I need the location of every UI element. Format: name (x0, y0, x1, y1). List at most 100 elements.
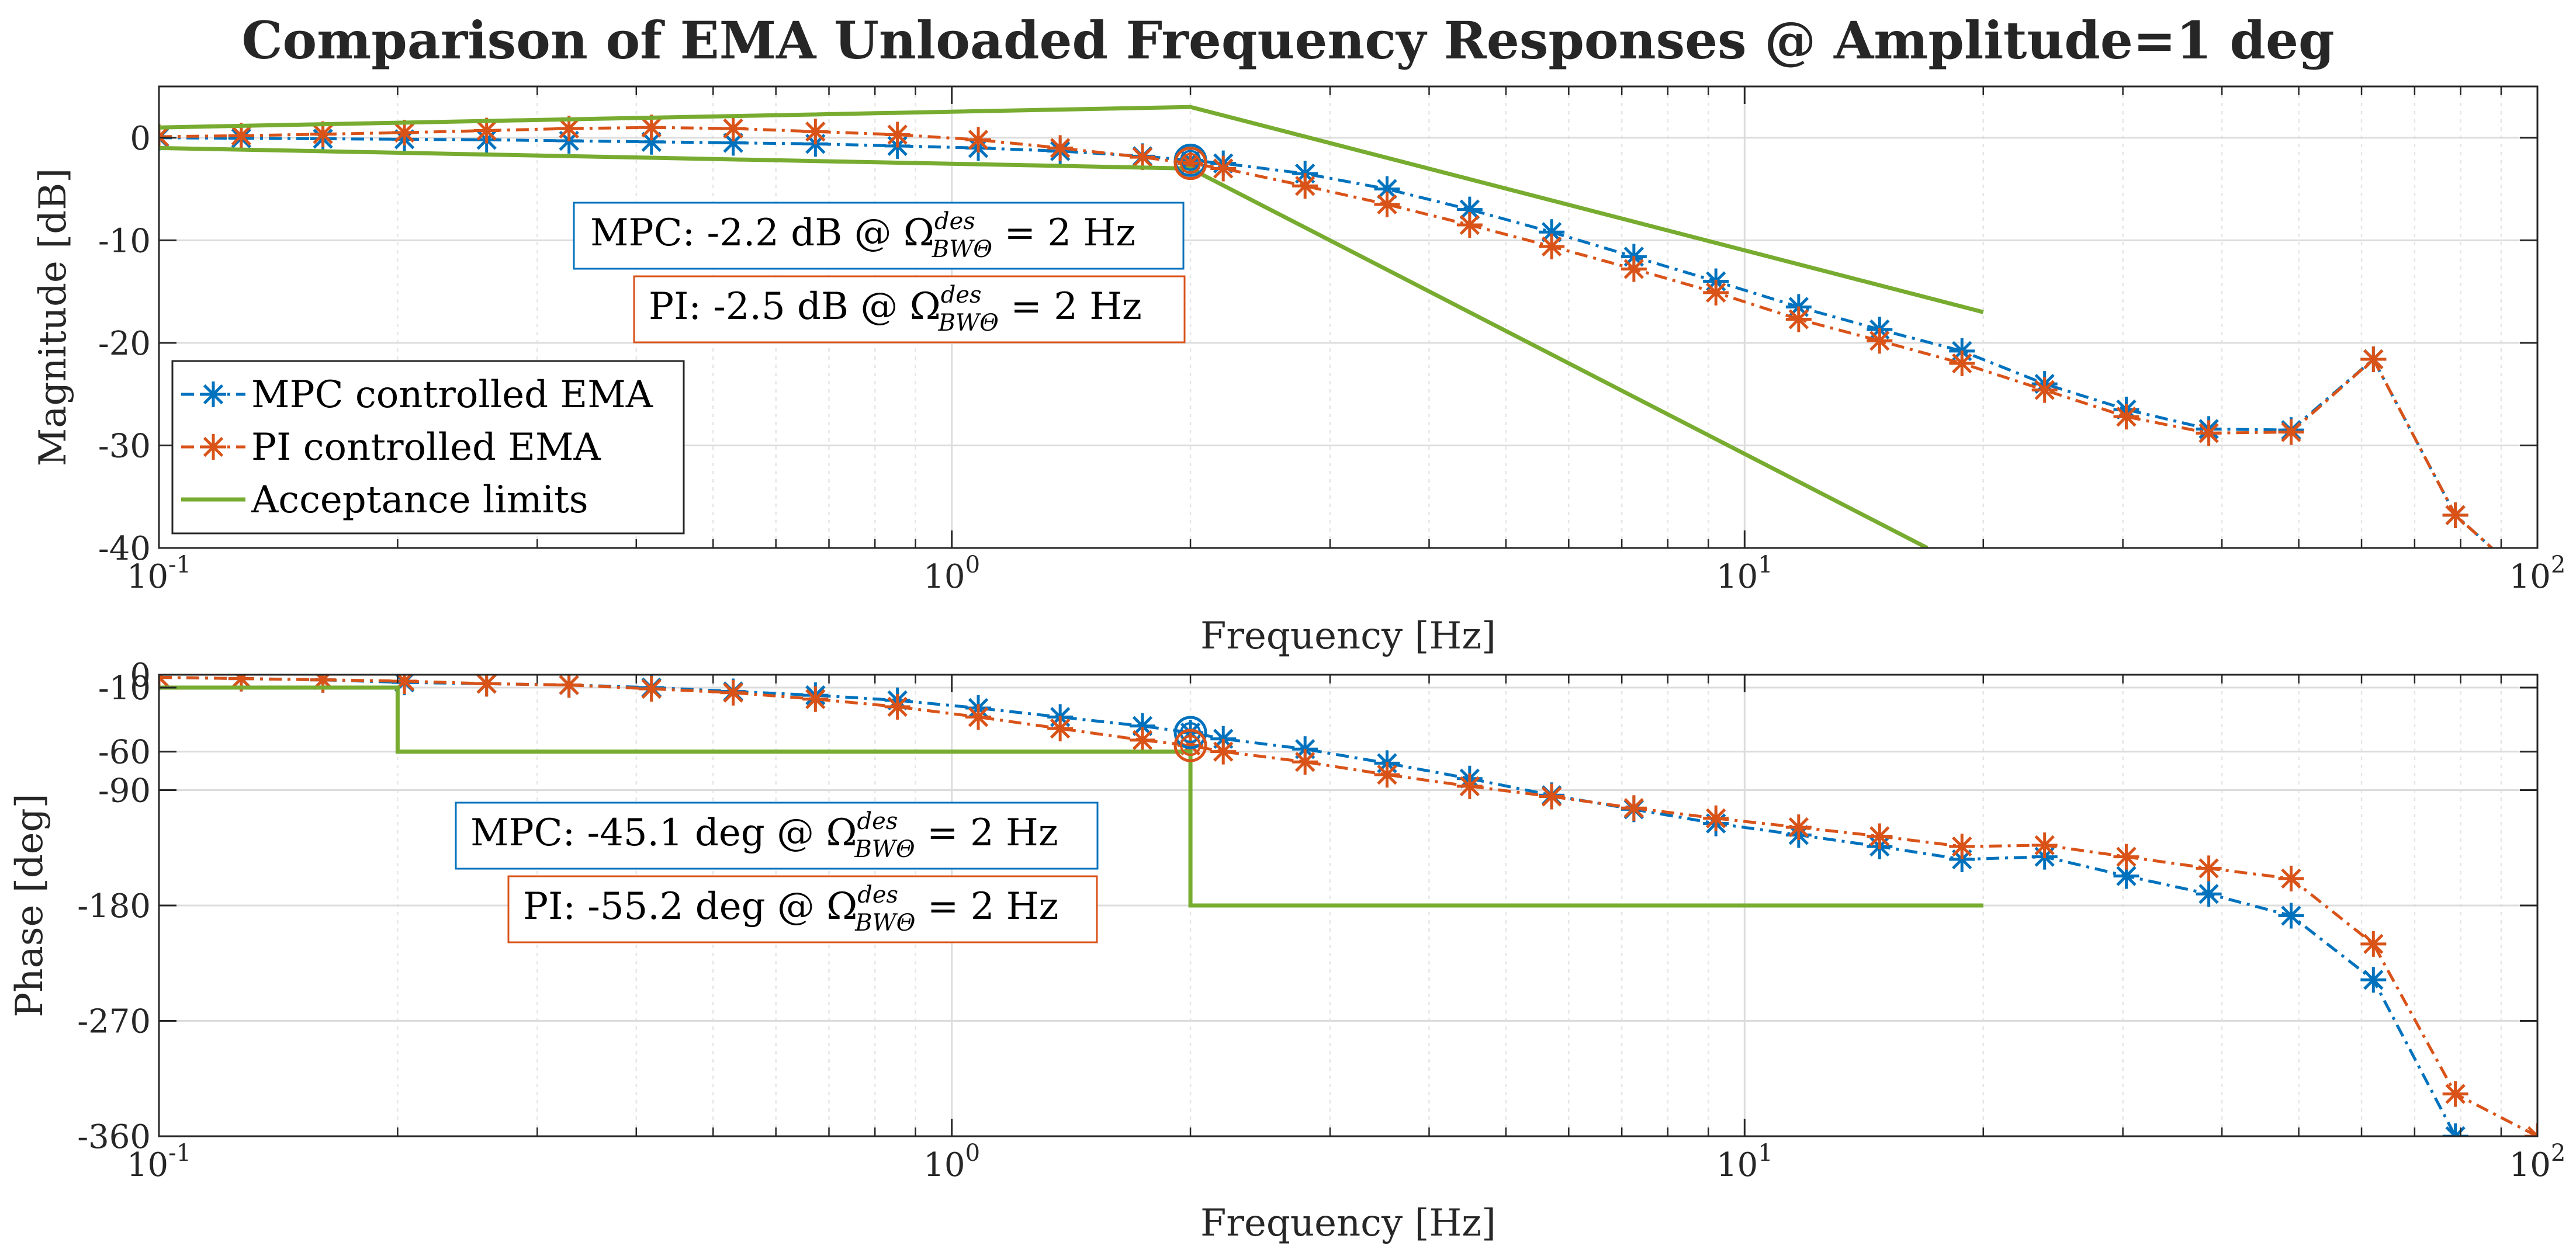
data-point-marker (556, 675, 582, 698)
data-point-marker (310, 121, 336, 147)
mpc-phase-annotation-text: MPC: -45.1 deg @ Ω (470, 811, 857, 855)
data-point-marker (1621, 795, 1647, 821)
pi-magnitude-annotation-text: PI: -2.5 dB @ Ω (649, 285, 941, 328)
data-point-marker (1539, 233, 1565, 259)
data-point-marker (720, 130, 746, 156)
y-tick-label: -90 (98, 772, 151, 810)
data-point-marker (2442, 1081, 2468, 1107)
x-tick-label: 101 (1716, 551, 1773, 596)
data-point-marker (638, 129, 664, 155)
data-point-marker (1374, 191, 1400, 217)
data-point-marker (2360, 931, 2387, 957)
data-point-marker (2278, 419, 2304, 445)
legend-marker-pi (200, 434, 226, 460)
data-point-marker (1456, 212, 1483, 238)
data-point-marker (1949, 351, 1975, 376)
magnitude-y-axis-label: Magnitude [dB] (32, 168, 75, 466)
data-point-marker (228, 123, 254, 149)
highlight-point (1173, 147, 1207, 181)
y-tick-label: -30 (98, 427, 151, 465)
magnitude-ticks: 10-1 100 101 102 0 -10 -20 -30 -40 (98, 86, 2566, 596)
data-point-marker (392, 675, 418, 694)
data-point-marker (1949, 834, 1975, 860)
data-point-marker (1867, 328, 1893, 354)
data-point-marker (965, 704, 992, 730)
data-point-marker (638, 676, 664, 702)
annotation-subscript: BWΘ (932, 236, 992, 263)
data-point-marker (2113, 863, 2139, 889)
phase-x-axis-label: Frequency [Hz] (1200, 1202, 1496, 1245)
x-tick-label: 10-1 (127, 1140, 191, 1184)
data-point-marker (310, 675, 336, 693)
data-point-marker (1456, 196, 1483, 223)
data-point-marker (1047, 135, 1074, 161)
magnitude-x-axis-label: Frequency [Hz] (1200, 615, 1496, 658)
pi-magnitude-annotation: PI: -2.5 dB @ Ωdes BWΘ = 2 Hz (633, 275, 1186, 344)
data-point-marker (1130, 713, 1156, 739)
data-point-marker (2031, 832, 2058, 858)
mpc-magnitude-annotation: MPC: -2.2 dB @ Ωdes BWΘ = 2 Hz (573, 202, 1185, 270)
legend-label-mpc: MPC controlled EMA (251, 373, 653, 417)
magnitude-plot: 10-1 100 101 102 0 -10 -20 -30 -40 Frequency [Hz… (32, 85, 2566, 658)
data-point-marker (1130, 144, 1156, 171)
data-point-marker (2196, 420, 2222, 446)
phase-ticks: 10-1 100 101 102 0-10 -60-90 -180 -270 -360 (77, 657, 2565, 1184)
data-point-marker (720, 679, 746, 706)
legend-marker-mpc (200, 381, 226, 407)
data-point-marker (1703, 279, 1729, 306)
magnitude-axes-box (158, 85, 2539, 549)
data-point-marker (473, 675, 500, 697)
data-point-marker (2278, 865, 2304, 891)
data-point-marker (473, 117, 500, 144)
y-tick-label: 0 (130, 120, 151, 158)
data-point-marker (884, 693, 910, 720)
y-tick-label: -10 (98, 222, 151, 260)
data-point-marker (1456, 773, 1483, 799)
pi-phase-annotation-text: PI: -55.2 deg @ Ω (523, 885, 857, 928)
annotation-suffix: = 2 Hz (915, 811, 1058, 855)
legend-item-acceptance: Acceptance limits (181, 478, 588, 522)
data-point-marker (2196, 881, 2222, 907)
data-point-marker (1539, 783, 1565, 810)
series-line-acceptance-limits-upper- (159, 105, 1984, 314)
magnitude-series (159, 105, 2494, 548)
data-point-marker (1047, 716, 1074, 742)
data-point-marker (1210, 738, 1237, 765)
phase-y-axis-label: Phase [deg] (8, 793, 51, 1017)
annotation-subscript: BWΘ (854, 836, 915, 863)
data-point-marker (802, 119, 829, 145)
y-tick-label: -40 (98, 530, 151, 568)
series-line-acceptance-limits (159, 685, 1983, 908)
data-point-marker (2113, 844, 2139, 870)
y-tick-label: -10 (98, 669, 151, 707)
annotation-superscript: des (934, 208, 975, 235)
x-tick-label: 100 (923, 551, 980, 596)
highlight-point (1173, 728, 1207, 762)
phase-series (159, 675, 2537, 1136)
legend-item-mpc: MPC controlled EMA (181, 373, 653, 417)
data-point-marker (556, 115, 582, 141)
data-point-marker (802, 686, 829, 712)
data-point-marker (1374, 176, 1400, 202)
y-tick-label: -270 (77, 1003, 151, 1041)
data-point-marker (1178, 719, 1204, 745)
chart-title: Comparison of EMA Unloaded Frequency Res… (241, 10, 2334, 71)
annotation-superscript: des (857, 808, 898, 835)
x-tick-label: 102 (2509, 551, 2566, 596)
data-point-marker (2031, 377, 2058, 403)
data-point-marker (638, 115, 664, 141)
data-point-marker (1867, 823, 1893, 849)
pi-phase-annotation: PI: -55.2 deg @ Ωdes BWΘ = 2 Hz (507, 875, 1098, 943)
data-point-marker (1178, 733, 1204, 759)
y-tick-label: -360 (77, 1118, 151, 1156)
data-point-marker (2360, 346, 2387, 372)
data-point-marker (1178, 150, 1204, 176)
data-point-marker (1292, 173, 1318, 199)
data-point-marker (392, 120, 418, 145)
data-point-marker (1374, 762, 1400, 788)
x-tick-label: 101 (1716, 1140, 1773, 1184)
data-point-marker (1703, 805, 1729, 831)
